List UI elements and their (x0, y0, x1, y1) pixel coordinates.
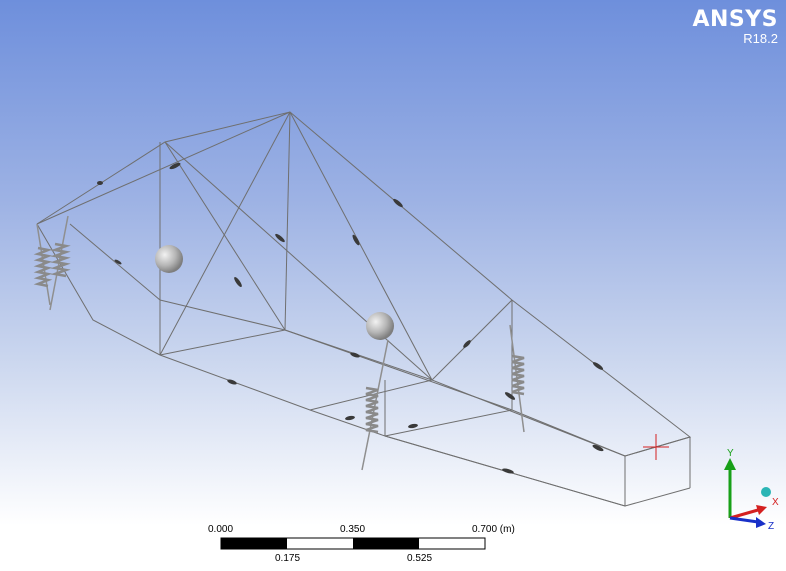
triad-x-arrow (756, 505, 767, 515)
point-mass-1[interactable] (155, 245, 183, 273)
triad-x-label: X (772, 497, 779, 508)
point-mass-2[interactable] (366, 312, 394, 340)
spring-left-b (49, 215, 71, 311)
red-cross-marker (643, 434, 669, 460)
triad-z-label: Z (768, 521, 774, 532)
beam-markers (97, 162, 604, 474)
triad-y-label: Y (727, 448, 734, 459)
spring-center (361, 339, 389, 471)
ansys-logo: ANSYS R18.2 (692, 8, 778, 46)
spring-left-a (33, 223, 53, 306)
frame-beams (36, 111, 692, 507)
logo-brand: ANSYS (692, 7, 778, 32)
spring-right (509, 324, 525, 433)
logo-version: R18.2 (743, 31, 778, 46)
triad-z-axis (729, 516, 759, 524)
triad-isometric-ball[interactable] (761, 487, 771, 497)
orientation-triad[interactable]: Y X Z (718, 440, 784, 536)
triad-y-arrow (724, 458, 736, 470)
triad-x-axis (729, 508, 759, 520)
triad-z-arrow (756, 517, 766, 528)
